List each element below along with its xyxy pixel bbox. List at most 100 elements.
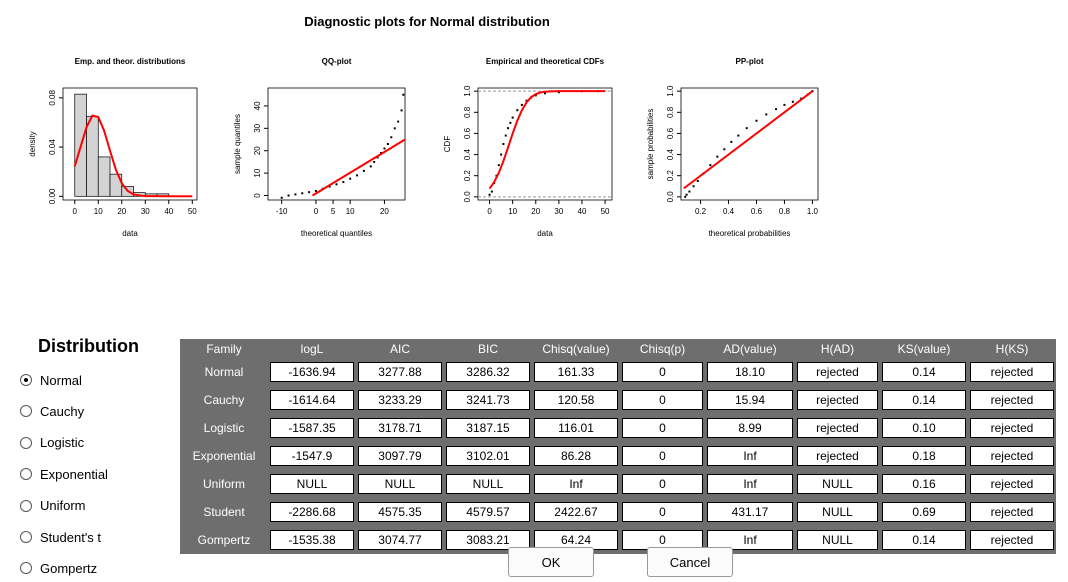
- table-row: Cauchy -1614.64 3233.29 3241.73 120.58 0 15.94…: [180, 386, 1056, 414]
- cell: 0: [620, 470, 705, 498]
- radio-button[interactable]: [20, 531, 32, 543]
- y-tick-label: 40: [253, 101, 262, 110]
- point: [301, 192, 304, 195]
- point: [685, 193, 688, 196]
- point: [723, 148, 726, 151]
- option-label: Uniform: [40, 498, 86, 514]
- cell-value: 3233.29: [358, 390, 442, 410]
- point: [783, 103, 786, 106]
- distribution-option[interactable]: Cauchy: [20, 401, 84, 421]
- cell: 0.18: [880, 442, 968, 470]
- row-header: Student: [180, 498, 268, 526]
- cancel-button[interactable]: Cancel: [647, 547, 733, 577]
- cell: rejected: [968, 498, 1056, 526]
- point: [507, 127, 510, 130]
- fitted-curve: [73, 114, 193, 198]
- cell: rejected: [968, 442, 1056, 470]
- cell: 431.17: [705, 498, 795, 526]
- y-tick-label: 0.2: [666, 170, 675, 182]
- radio-button[interactable]: [20, 374, 32, 386]
- plot-frame: [62, 87, 198, 201]
- distribution-option[interactable]: Exponential: [20, 464, 108, 484]
- y-tick-label: 0.4: [463, 148, 472, 160]
- point: [557, 91, 560, 94]
- cell: 0: [620, 442, 705, 470]
- point: [504, 134, 507, 137]
- x-axis-label: data: [122, 229, 138, 238]
- cell: 0.10: [880, 414, 968, 442]
- x-tick-label: 1.0: [807, 207, 819, 216]
- y-axis-label: sample quantiles: [233, 114, 242, 174]
- cell: rejected: [795, 386, 880, 414]
- column-header: AIC: [356, 339, 444, 358]
- cell-value: 0.14: [882, 362, 966, 382]
- cell: Inf: [705, 442, 795, 470]
- distribution-option[interactable]: Uniform: [20, 496, 86, 516]
- cell-value: Inf: [707, 530, 793, 550]
- distribution-option[interactable]: Normal: [20, 370, 82, 390]
- point: [373, 160, 376, 163]
- point: [308, 191, 311, 194]
- cell: 3233.29: [356, 386, 444, 414]
- plot: QQ-plot -10 0 5 10 20 0 10 20 30 40 theoretical qua…: [233, 57, 406, 238]
- x-tick-label: 0.8: [779, 207, 791, 216]
- cell-value: 0.69: [882, 502, 966, 522]
- point: [511, 116, 514, 119]
- radio-button[interactable]: [20, 562, 32, 575]
- y-axis-label: density: [28, 131, 37, 156]
- option-label: Exponential: [40, 466, 108, 482]
- column-header: logL: [268, 339, 356, 358]
- point: [520, 103, 523, 106]
- cell: rejected: [968, 386, 1056, 414]
- distribution-option[interactable]: Logistic: [20, 433, 84, 453]
- radio-button[interactable]: [20, 499, 32, 512]
- table-row: Uniform NULL NULL NULL Inf 0 Inf NULL 0.16 reject…: [180, 470, 1056, 498]
- point: [692, 185, 695, 188]
- cell: -1614.64: [268, 386, 356, 414]
- cell: 3241.73: [444, 386, 532, 414]
- radio-button[interactable]: [20, 468, 32, 481]
- cell-value: rejected: [970, 418, 1054, 438]
- distribution-option[interactable]: Gompertz: [20, 558, 97, 578]
- x-tick-label: 30: [554, 207, 563, 216]
- radio-button[interactable]: [20, 436, 32, 449]
- ok-button[interactable]: OK: [508, 547, 594, 577]
- point: [393, 127, 396, 130]
- cell: rejected: [795, 414, 880, 442]
- results-table: Family logL AIC BIC Chisq(value) Chisq(p) AD(v…: [180, 339, 1056, 554]
- y-axis-label: sample probabilities: [646, 109, 655, 180]
- distribution-option[interactable]: Student's t: [20, 527, 101, 547]
- cell-value: rejected: [970, 502, 1054, 522]
- cell-value: rejected: [970, 530, 1054, 550]
- cell-value: 0: [622, 502, 703, 522]
- point: [356, 174, 359, 177]
- cell-value: 0: [622, 390, 703, 410]
- x-tick-label: 10: [94, 207, 103, 216]
- cell-value: 3187.15: [446, 418, 530, 438]
- x-tick-label: 10: [346, 207, 355, 216]
- x-tick-label: 0: [314, 207, 319, 216]
- cell: 0.14: [880, 358, 968, 386]
- cell-value: 120.58: [534, 390, 618, 410]
- cell: 0: [620, 498, 705, 526]
- cell: 0.69: [880, 498, 968, 526]
- y-tick-label: 0.08: [48, 90, 57, 106]
- plot-title: Empirical and theoretical CDFs: [486, 57, 605, 66]
- table-row: Student -2286.68 4575.35 4579.57 2422.67 0 431…: [180, 498, 1056, 526]
- cell-value: 3097.79: [358, 446, 442, 466]
- cell-value: 161.33: [534, 362, 618, 382]
- cell-value: Inf: [534, 474, 618, 494]
- cell: -1636.94: [268, 358, 356, 386]
- point: [376, 156, 379, 159]
- row-header: Uniform: [180, 470, 268, 498]
- radio-button[interactable]: [20, 405, 32, 418]
- cell: NULL: [356, 470, 444, 498]
- x-tick-label: 30: [141, 207, 150, 216]
- cell: 3277.88: [356, 358, 444, 386]
- point: [287, 194, 290, 197]
- point: [684, 195, 687, 198]
- fitted-curve: [683, 90, 814, 190]
- cell: 161.33: [532, 358, 620, 386]
- cell: Inf: [705, 526, 795, 554]
- cell: rejected: [968, 414, 1056, 442]
